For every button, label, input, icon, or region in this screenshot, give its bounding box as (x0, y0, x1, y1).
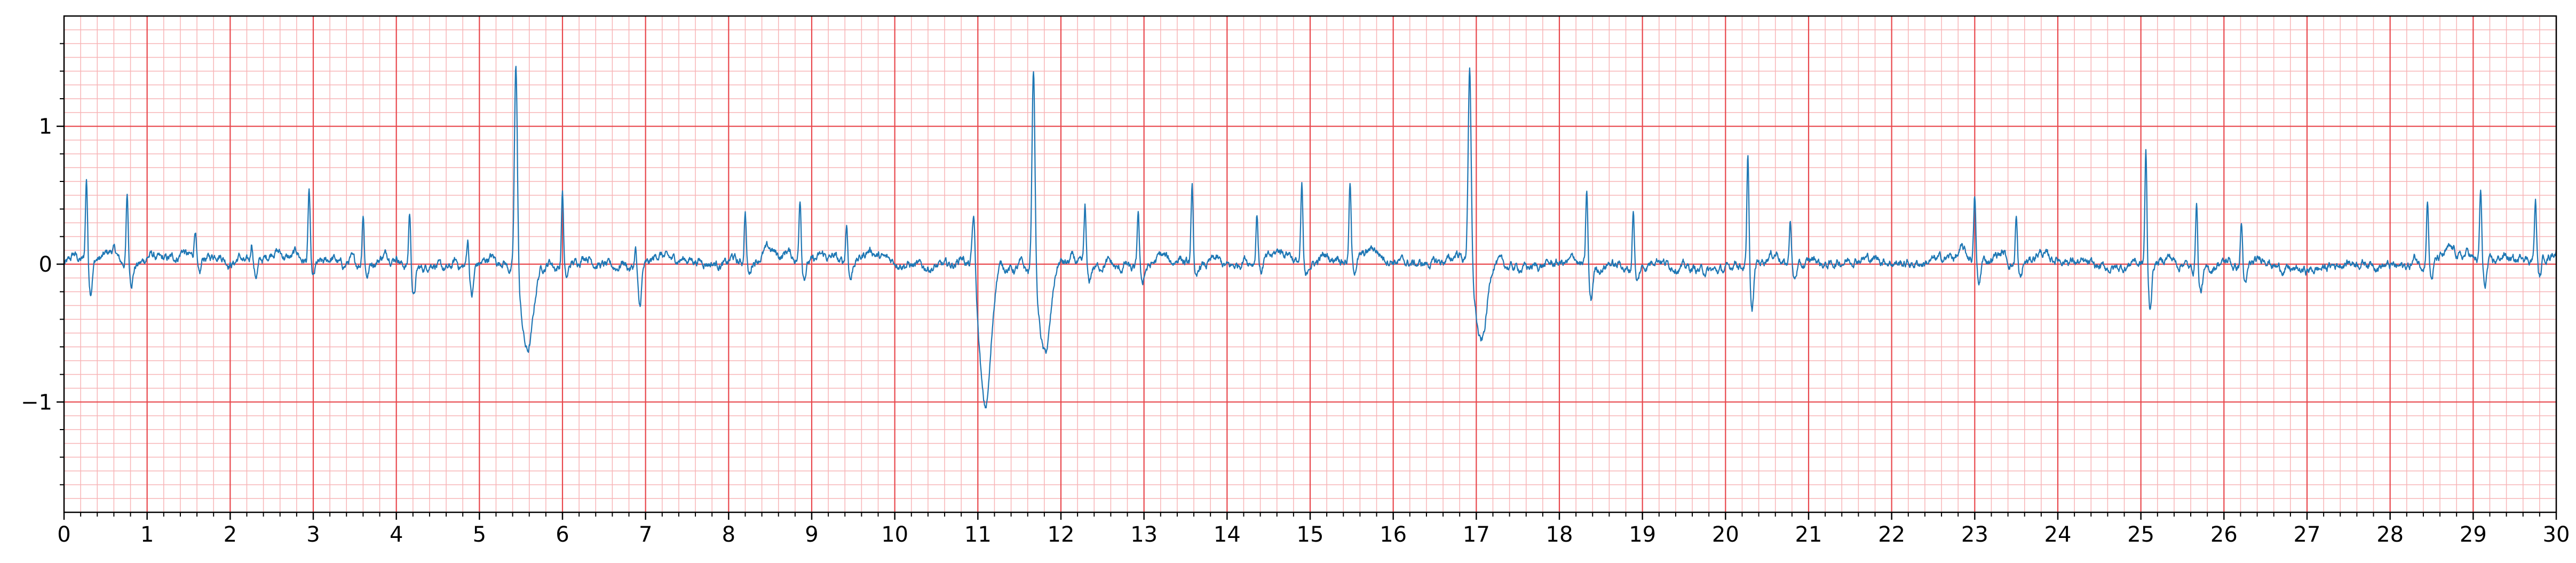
x-tick-label: 12 (1048, 522, 1075, 547)
x-tick-label: 18 (1546, 522, 1573, 547)
ecg-trace (63, 66, 2557, 409)
x-tick-label: 23 (1961, 522, 1988, 547)
x-tick-label: 20 (1712, 522, 1739, 547)
x-tick-label: 13 (1130, 522, 1158, 547)
x-tick-label: 17 (1463, 522, 1490, 547)
x-tick-label: 7 (639, 522, 652, 547)
y-tick-label: 0 (39, 252, 52, 277)
x-tick-label: 5 (473, 522, 486, 547)
x-tick-label: 21 (1795, 522, 1822, 547)
x-tick-label: 11 (964, 522, 992, 547)
x-tick-label: 0 (57, 522, 70, 547)
x-tick-label: 14 (1214, 522, 1241, 547)
x-tick-label: 26 (2210, 522, 2238, 547)
x-tick-label: 9 (805, 522, 818, 547)
x-tick-label: 15 (1297, 522, 1324, 547)
x-tick-label: 10 (881, 522, 908, 547)
x-axis: 0 1 2 3 4 5 6 7 8 9 10 11 12 13 14 15 16 17 18 19 20 21 22 23 24… (57, 512, 2570, 547)
x-tick-label: 8 (722, 522, 735, 547)
x-tick-label: 22 (1878, 522, 1905, 547)
x-tick-label: 27 (2294, 522, 2321, 547)
y-axis: −1 0 1 (21, 43, 64, 486)
x-tick-label: 19 (1629, 522, 1656, 547)
x-tick-label: 25 (2127, 522, 2154, 547)
x-tick-label: 6 (556, 522, 569, 547)
x-tick-label: 30 (2543, 522, 2570, 547)
x-tick-label: 29 (2460, 522, 2487, 547)
y-tick-label: −1 (21, 390, 52, 415)
x-tick-label: 4 (390, 522, 403, 547)
x-tick-label: 28 (2376, 522, 2404, 547)
series-layer (63, 66, 2557, 409)
x-tick-label: 3 (306, 522, 320, 547)
x-tick-label: 24 (2044, 522, 2072, 547)
x-tick-label: 16 (1380, 522, 1407, 547)
x-tick-label: 2 (224, 522, 237, 547)
y-tick-label: 1 (39, 115, 52, 139)
x-tick-label: 1 (140, 522, 154, 547)
